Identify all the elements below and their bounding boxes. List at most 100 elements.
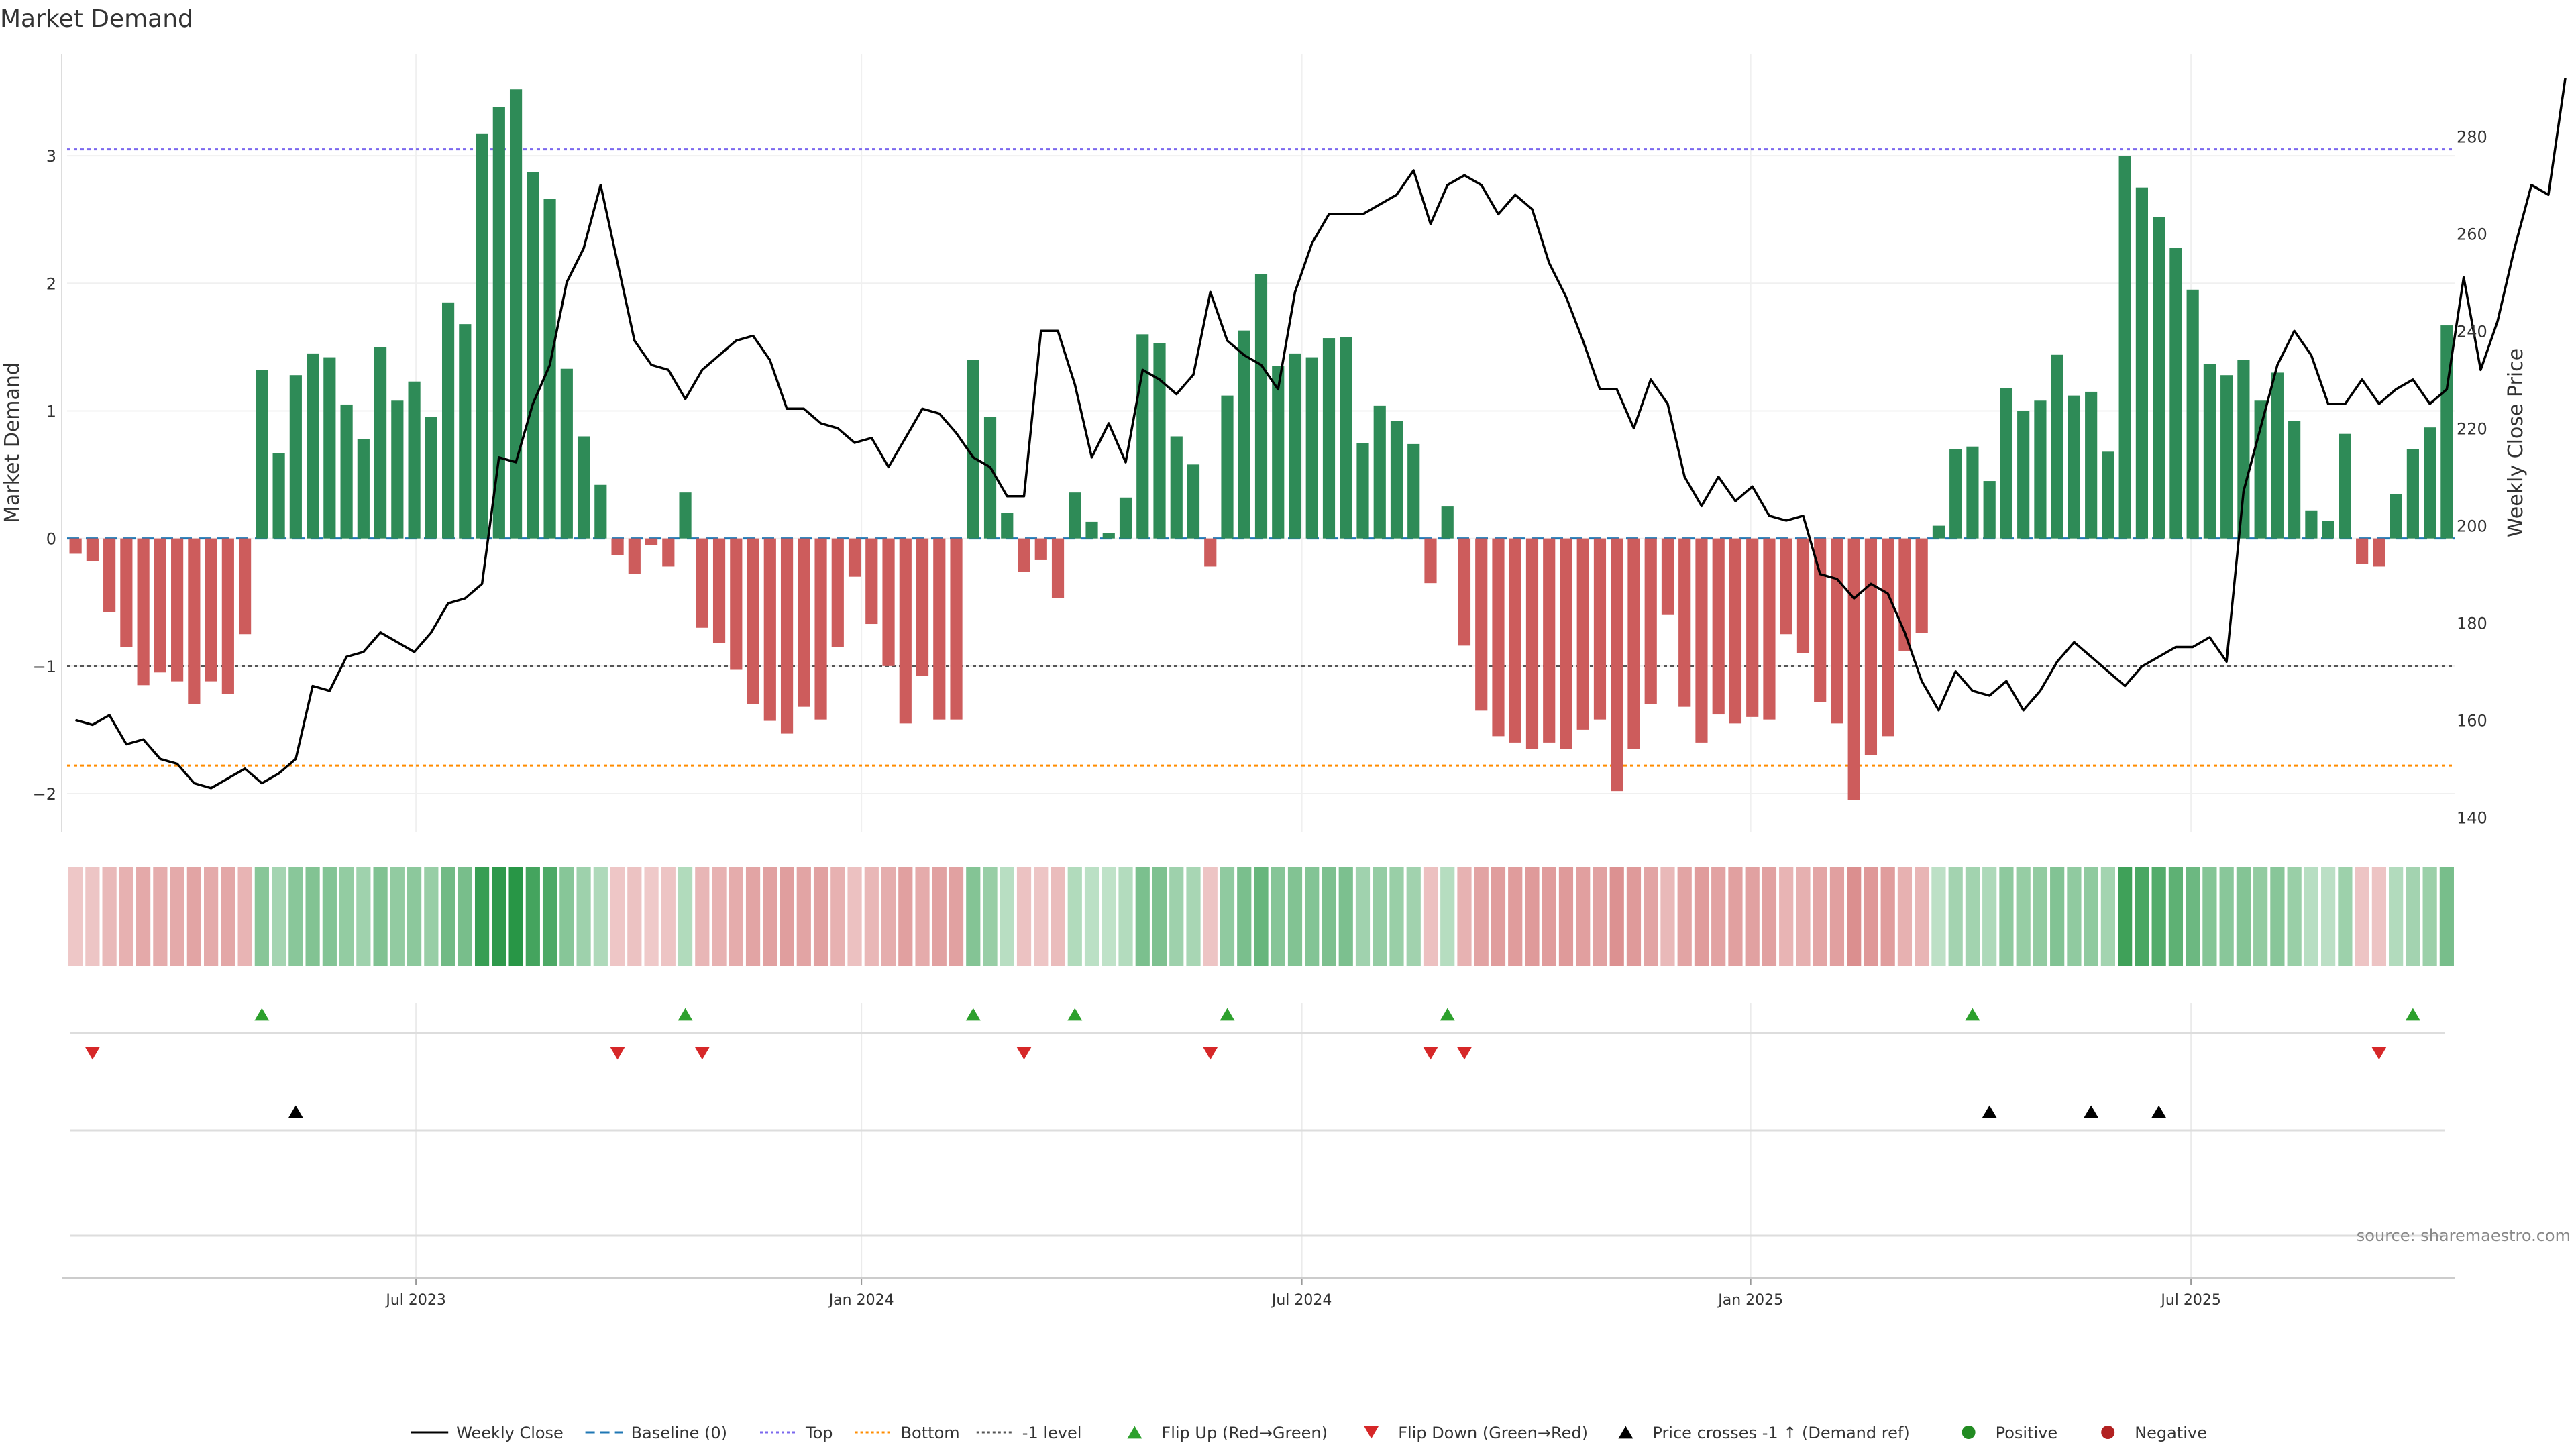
demand-bar (188, 538, 201, 704)
demand-bar (645, 538, 658, 545)
legend-label: Price crosses -1 ↑ (Demand ref) (1652, 1424, 1909, 1442)
heat-cell (305, 867, 320, 966)
heat-cell (1474, 867, 1489, 966)
demand-bar (560, 368, 573, 539)
heat-cell (542, 867, 557, 966)
demand-bar (2254, 400, 2267, 539)
heat-cell (1948, 867, 1963, 966)
legend-triangle-down-icon (1364, 1426, 1379, 1439)
demand-bar (1780, 538, 1792, 635)
heat-cell (2202, 867, 2217, 966)
demand-bar (1915, 538, 1928, 633)
demand-bar (2220, 375, 2233, 539)
demand-bar (577, 436, 590, 539)
demand-bar (86, 538, 99, 561)
heat-cell (2371, 867, 2386, 966)
demand-bar (2305, 510, 2318, 539)
demand-bar (2288, 421, 2301, 539)
heat-cell (2236, 867, 2251, 966)
demand-bar (2186, 289, 2199, 539)
demand-bar (391, 400, 404, 539)
demand-bar (831, 538, 844, 647)
heat-cell (1491, 867, 1506, 966)
y2-tick-label: 180 (2457, 614, 2487, 633)
heat-cell (983, 867, 998, 966)
demand-bar (2237, 360, 2250, 539)
demand-bar (1611, 538, 1623, 792)
heat-cell (1660, 867, 1675, 966)
demand-bar (1170, 436, 1183, 539)
y-tick-label: 3 (46, 147, 56, 166)
demand-bar (2339, 433, 2351, 539)
y2-tick-label: 260 (2457, 225, 2487, 244)
heat-cell (2338, 867, 2353, 966)
heat-cell (898, 867, 913, 966)
heat-cell (2422, 867, 2437, 966)
demand-bar (1356, 443, 1369, 539)
heat-cell (661, 867, 676, 966)
heat-cell (1034, 867, 1049, 966)
heat-cell (1102, 867, 1116, 966)
demand-bar (2390, 494, 2402, 539)
demand-bar (916, 538, 929, 676)
heat-cell (1542, 867, 1556, 966)
heat-cell (1897, 867, 1913, 966)
heat-cell (508, 867, 523, 966)
demand-bar (307, 353, 319, 539)
heat-cell (695, 867, 710, 966)
heat-cell (1016, 867, 1032, 966)
demand-bar (1543, 538, 1556, 743)
flip-down-marker (610, 1046, 625, 1060)
demand-bar (1001, 513, 1014, 539)
heat-cell (1287, 867, 1303, 966)
heat-cell (712, 867, 727, 966)
demand-bar (2051, 354, 2063, 539)
heat-cell (1305, 867, 1320, 966)
demand-bar (1593, 538, 1607, 720)
legend-label: -1 level (1022, 1424, 1082, 1442)
heat-cell (2100, 867, 2116, 966)
legend-item-7: Price crosses -1 ↑ (Demand ref) (1618, 1424, 1910, 1442)
y-tick-label: 0 (46, 530, 56, 549)
demand-bar (1322, 338, 1336, 539)
heat-cell (745, 867, 761, 966)
heat-cell (186, 867, 201, 966)
demand-bar (1746, 538, 1759, 717)
heat-cell (474, 867, 490, 966)
heat-cell (2439, 867, 2454, 966)
demand-bar (1695, 538, 1708, 743)
demand-bar (2135, 187, 2148, 539)
y2-tick-label: 240 (2457, 322, 2487, 341)
heat-cell (102, 867, 117, 966)
y-tick-label: −2 (33, 785, 56, 804)
heat-cell (1829, 867, 1845, 966)
demand-bar (1034, 538, 1047, 560)
heat-cell (2186, 867, 2200, 966)
heat-cell (1677, 867, 1692, 966)
heat-cell (1762, 867, 1777, 966)
demand-bar (1340, 337, 1352, 539)
demand-bar (289, 375, 302, 539)
y2-tick-label: 220 (2457, 419, 2487, 438)
heat-cell (390, 867, 405, 966)
heat-cell (1373, 867, 1387, 966)
heat-cell (458, 867, 472, 966)
heat-cell (2321, 867, 2336, 966)
heat-cell (1847, 867, 1862, 966)
demand-bar (2068, 395, 2081, 539)
demand-bar (1102, 533, 1115, 539)
legend-item-8: Positive (1962, 1424, 2057, 1442)
heat-cell (2067, 867, 2082, 966)
legend-item-9: Negative (2101, 1424, 2207, 1442)
heat-cell (1186, 867, 1201, 966)
legend-label: Weekly Close (456, 1424, 564, 1442)
date-tick-label: Jan 2025 (1717, 1292, 1783, 1309)
demand-bar (1289, 353, 1301, 539)
heat-cell (2168, 867, 2184, 966)
flip-up-marker (254, 1008, 270, 1021)
heat-cell (1457, 867, 1472, 966)
flip-up-marker (1440, 1008, 1455, 1021)
flip-up-marker (1067, 1008, 1083, 1021)
flip-down-marker (1423, 1046, 1438, 1060)
demand-bar (2102, 451, 2114, 539)
